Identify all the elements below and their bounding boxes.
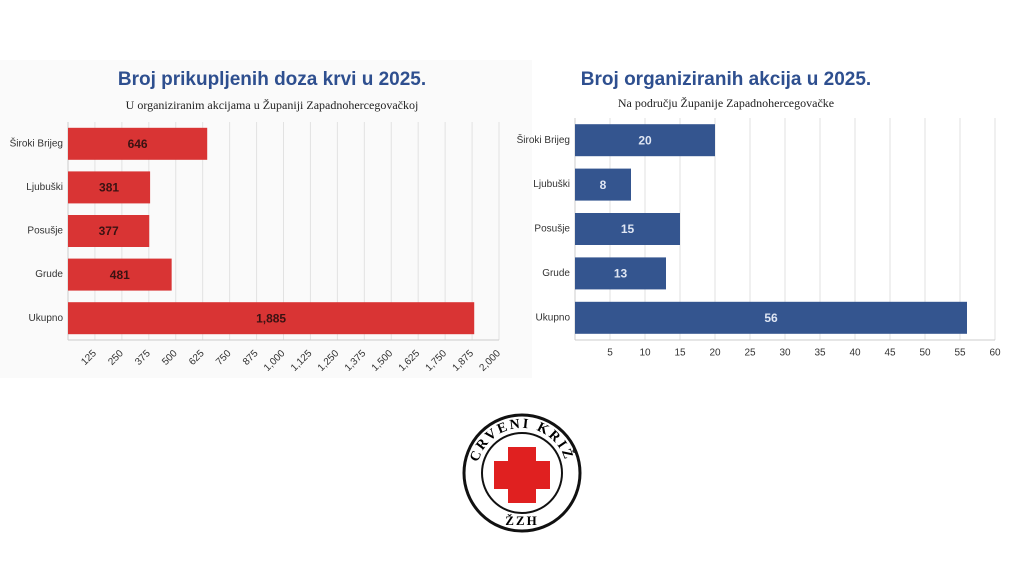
x-tick-label: 20 [709, 348, 721, 359]
value-label: 8 [600, 178, 607, 192]
bar [575, 124, 715, 157]
x-tick-label: 25 [744, 348, 756, 359]
y-tick-label: Posušje [534, 224, 570, 235]
logo: CRVENI KRIŽ ŽZH [462, 413, 582, 533]
y-tick-label: Ljubuški [533, 179, 570, 190]
y-tick-label: Široki Brijeg [517, 133, 570, 146]
x-tick-label: 40 [849, 348, 861, 359]
chart-subtitle: Na području Županije Zapadnohercegovačke [618, 96, 834, 110]
x-tick-label: 60 [989, 348, 1001, 359]
y-tick-label: Posušje [27, 226, 63, 237]
y-tick-label: Ukupno [29, 313, 64, 324]
bar [68, 127, 208, 160]
chart-title: Broj organiziranih akcija u 2025. [581, 69, 871, 90]
value-label: 1,885 [256, 311, 286, 325]
value-label: 381 [99, 181, 119, 195]
value-label: 377 [99, 224, 119, 238]
logo-cross [494, 447, 550, 503]
bar [68, 215, 150, 247]
x-tick-label: 15 [674, 348, 686, 359]
value-label: 15 [621, 222, 635, 236]
y-tick-label: Ljubuški [26, 182, 63, 193]
value-label: 56 [764, 311, 778, 325]
chart-subtitle: U organiziranim akcijama u Županiji Zapa… [126, 98, 419, 112]
bar [68, 171, 151, 204]
value-label: 646 [128, 137, 148, 151]
logo-bottom: ŽZH [505, 513, 538, 528]
x-tick-label: 30 [779, 348, 791, 359]
bar [575, 213, 680, 245]
value-label: 13 [614, 267, 628, 281]
bar [68, 302, 475, 335]
bar [575, 168, 631, 201]
bar [575, 301, 967, 334]
x-tick-label: 45 [884, 348, 896, 359]
x-tick-label: 50 [919, 348, 931, 359]
value-label: 20 [638, 133, 652, 147]
y-tick-label: Ukupno [536, 312, 571, 323]
chart-title: Broj prikupljenih doza krvi u 2025. [118, 69, 426, 90]
value-label: 481 [110, 268, 130, 282]
y-tick-label: Grude [35, 269, 63, 280]
x-tick-label: 35 [814, 348, 826, 359]
x-tick-label: 5 [607, 348, 613, 359]
y-tick-label: Široki Brijeg [10, 136, 63, 149]
bar [68, 258, 172, 291]
y-tick-label: Grude [542, 268, 570, 279]
bar [575, 257, 666, 290]
x-tick-label: 55 [954, 348, 966, 359]
x-tick-label: 10 [639, 348, 651, 359]
